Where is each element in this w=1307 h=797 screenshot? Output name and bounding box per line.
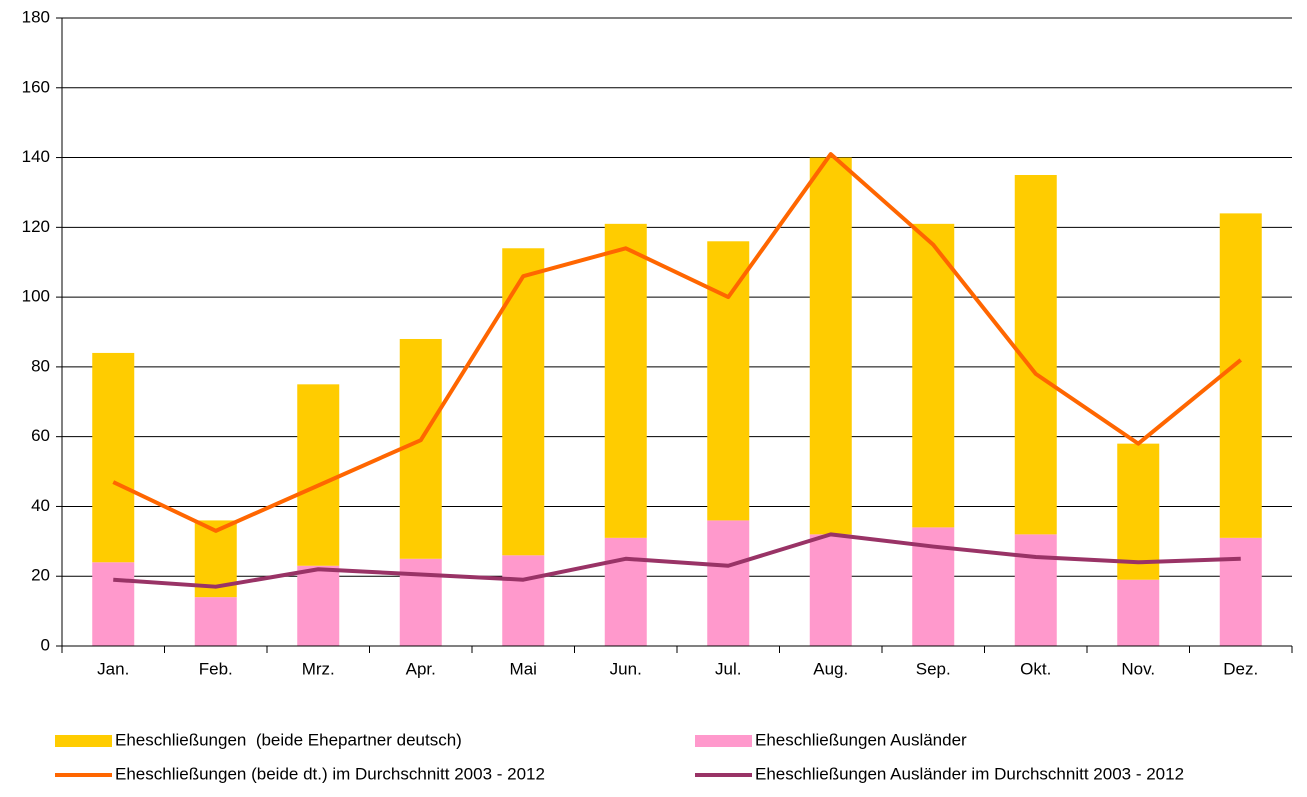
- bar: [297, 384, 340, 566]
- y-tick-label: 80: [31, 356, 50, 375]
- legend-label: Eheschließungen (beide Ehepartner deutsc…: [115, 730, 462, 749]
- bar: [194, 597, 237, 646]
- x-tick-label: Okt.: [1020, 659, 1051, 678]
- bar: [92, 562, 135, 646]
- y-tick-label: 160: [22, 77, 50, 96]
- x-tick-label: Nov.: [1121, 659, 1155, 678]
- legend-label: Eheschließungen (beide dt.) im Durchschn…: [115, 764, 545, 783]
- y-tick-label: 100: [22, 287, 50, 306]
- x-tick-label: Jan.: [97, 659, 129, 678]
- legend-swatch: [55, 735, 112, 747]
- bar: [809, 534, 852, 646]
- bar: [1219, 537, 1262, 646]
- bar: [604, 223, 647, 538]
- bar: [809, 157, 852, 535]
- x-tick-label: Mai: [510, 659, 537, 678]
- bar: [502, 248, 545, 556]
- y-tick-label: 60: [31, 426, 50, 445]
- x-tick-label: Mrz.: [302, 659, 335, 678]
- bar: [604, 537, 647, 646]
- bar: [707, 520, 750, 646]
- bar: [502, 555, 545, 646]
- x-tick-label: Jun.: [610, 659, 642, 678]
- bar: [912, 223, 955, 528]
- line: [113, 532, 1241, 589]
- y-tick-label: 120: [22, 217, 50, 236]
- legend-label: Eheschließungen Ausländer im Durchschnit…: [755, 764, 1184, 783]
- y-tick-label: 20: [31, 566, 50, 585]
- x-tick-label: Aug.: [813, 659, 848, 678]
- x-tick-label: Feb.: [199, 659, 233, 678]
- bar: [92, 352, 135, 563]
- bar: [399, 338, 442, 559]
- y-tick-label: 0: [41, 635, 50, 654]
- bar: [297, 565, 340, 646]
- x-tick-label: Sep.: [916, 659, 951, 678]
- y-tick-label: 180: [22, 7, 50, 26]
- bar: [707, 241, 750, 521]
- x-tick-label: Apr.: [406, 659, 436, 678]
- y-tick-label: 40: [31, 496, 50, 515]
- y-tick-label: 140: [22, 147, 50, 166]
- bar: [1014, 534, 1057, 646]
- bar: [1219, 213, 1262, 538]
- x-tick-label: Jul.: [715, 659, 741, 678]
- legend-label: Eheschließungen Ausländer: [755, 730, 967, 749]
- x-tick-label: Dez.: [1223, 659, 1258, 678]
- line: [112, 152, 1243, 533]
- legend-swatch: [695, 735, 752, 747]
- bar: [1117, 443, 1160, 580]
- bar: [1117, 579, 1160, 646]
